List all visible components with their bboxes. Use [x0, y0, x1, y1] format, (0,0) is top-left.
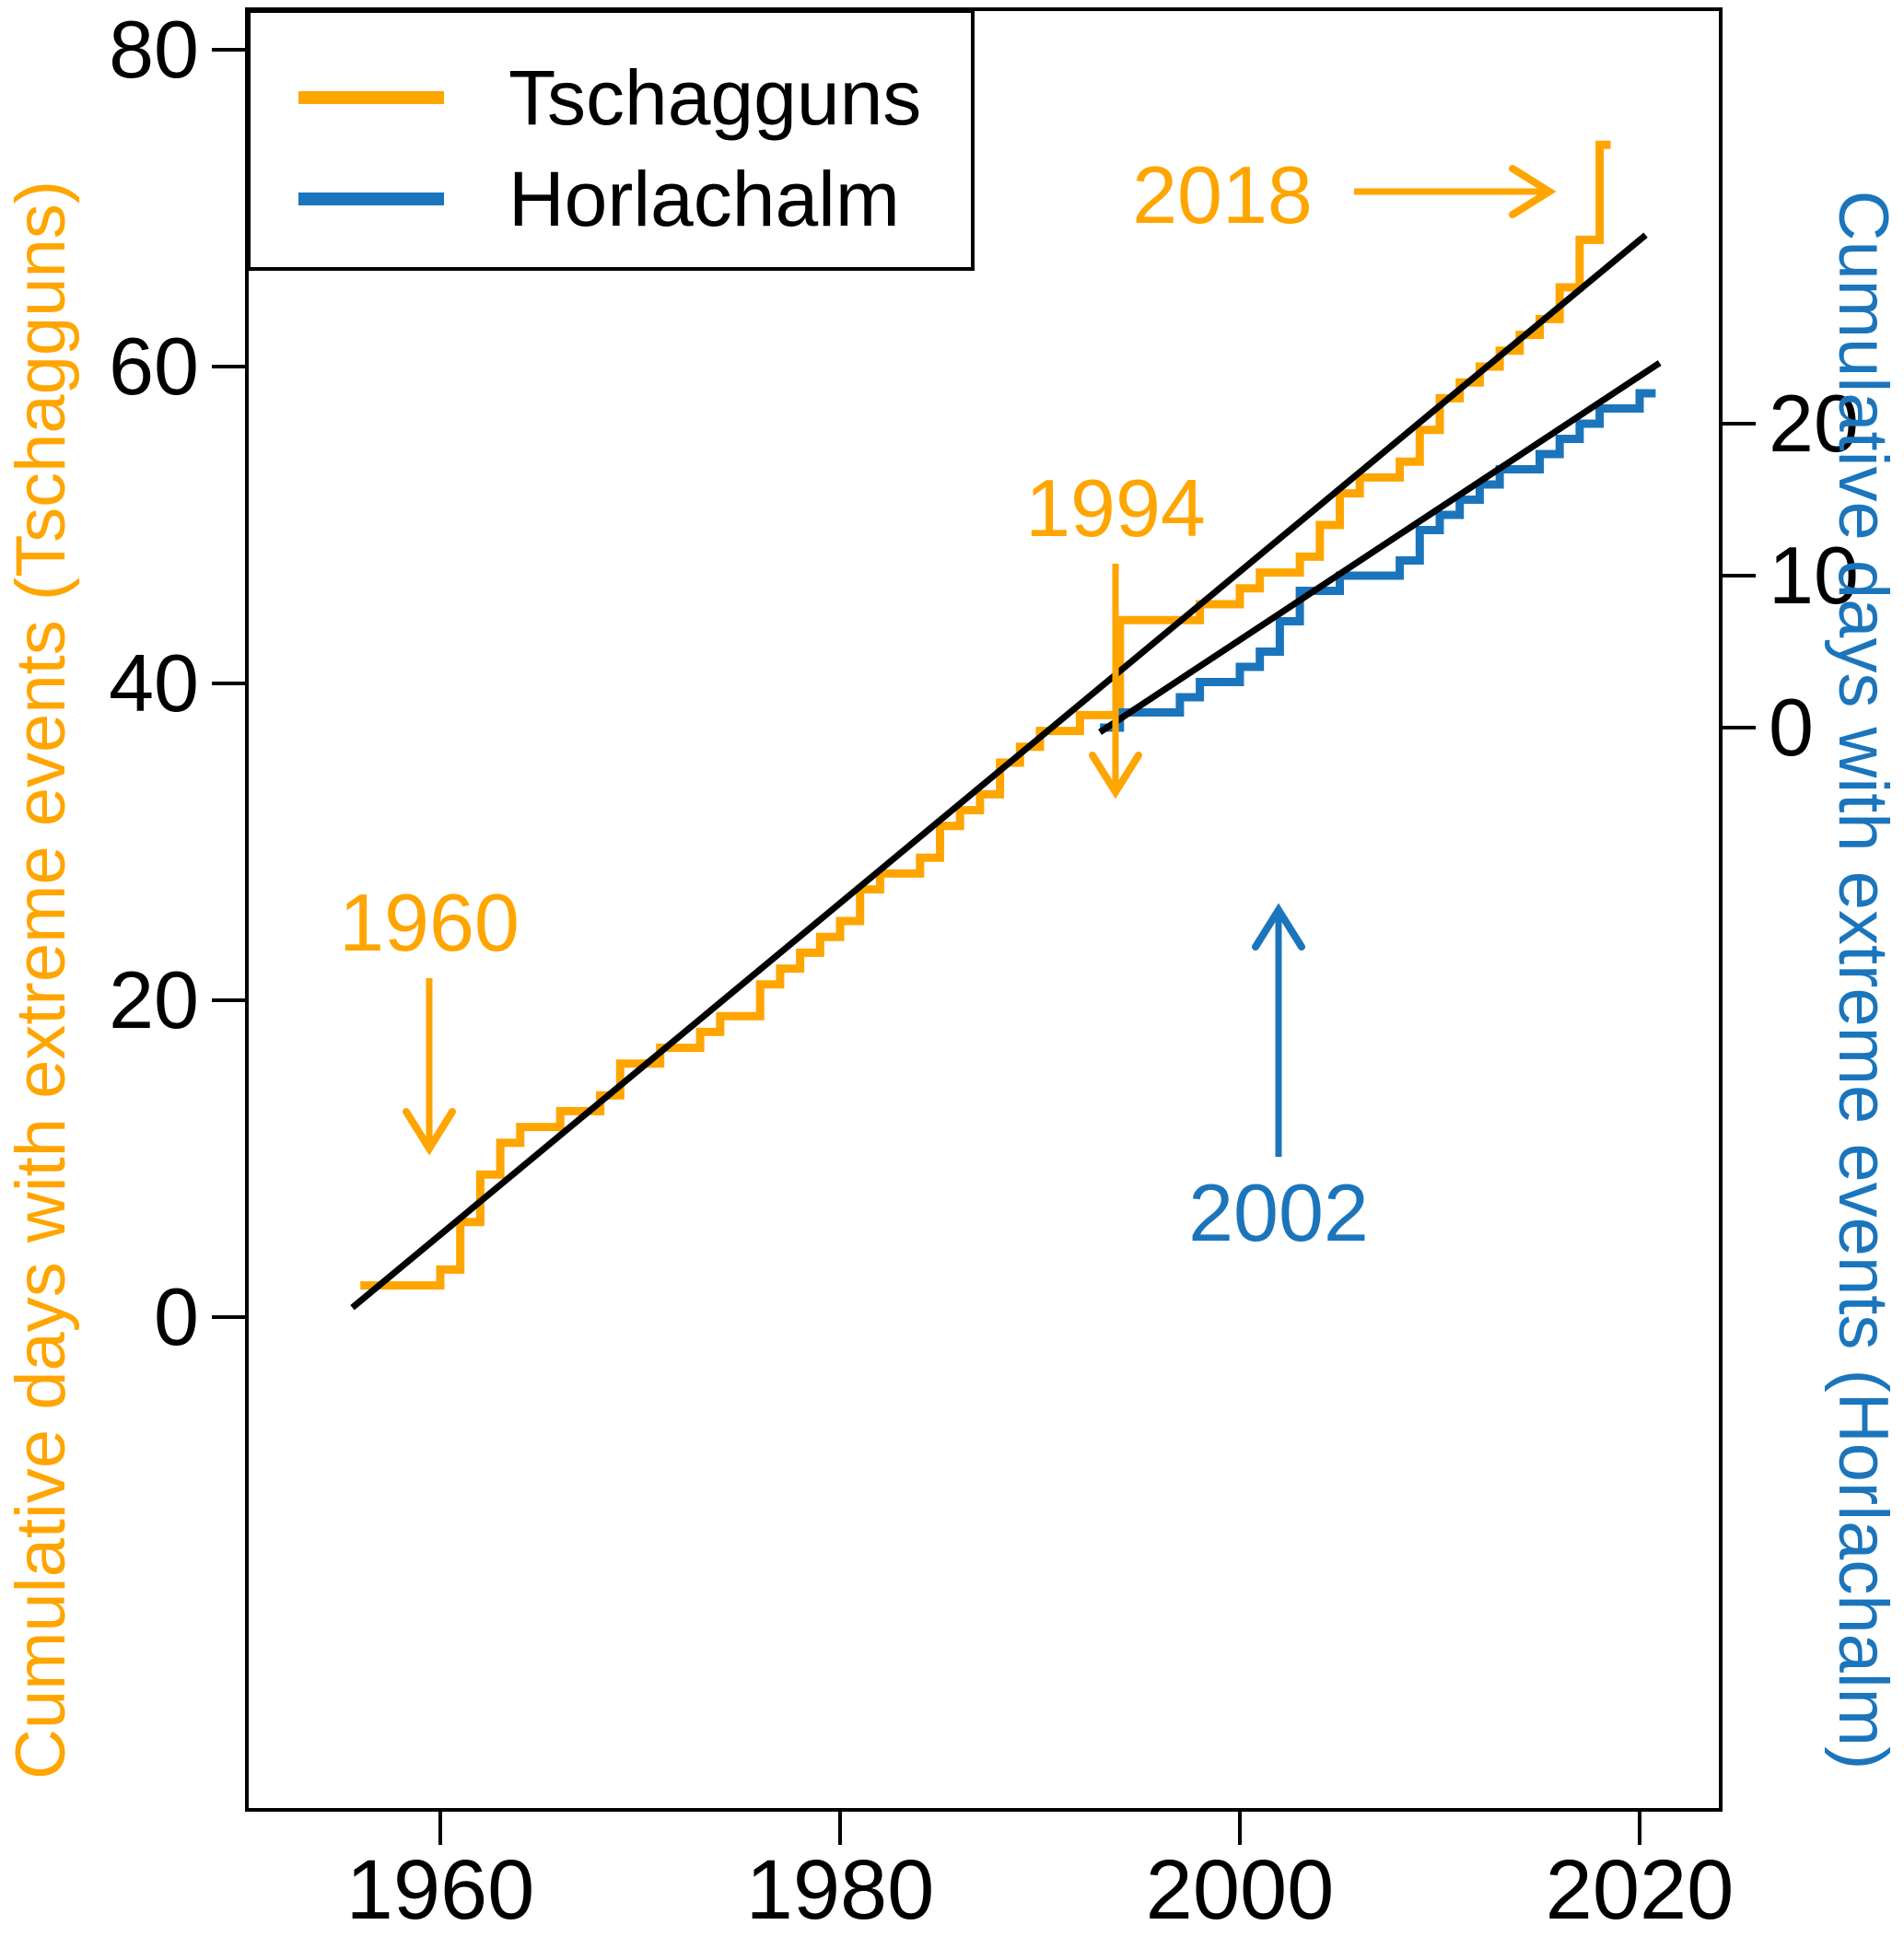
- annotation-label-1994: 1994: [1025, 462, 1206, 554]
- horlachalm-series-line: [1100, 389, 1656, 732]
- legend: Tschagguns Horlachalm: [247, 9, 975, 271]
- y-left-tick-label: 80: [109, 4, 199, 95]
- tschagguns-line-swatch: [298, 91, 444, 104]
- annotation-label-2018: 2018: [1132, 149, 1313, 240]
- legend-item-horlachalm: Horlachalm: [298, 160, 900, 238]
- y-left-tick-label: 40: [109, 637, 199, 729]
- legend-label: Horlachalm: [508, 156, 900, 242]
- annotation-label-2002: 2002: [1188, 1167, 1369, 1258]
- y-left-tick-label: 0: [154, 1271, 199, 1362]
- y-left-tick-label: 20: [109, 954, 199, 1045]
- y-right-tick-label: 10: [1769, 530, 1859, 621]
- y-right-tick-label: 0: [1769, 682, 1814, 773]
- horlachalm-trend-line: [1098, 360, 1662, 735]
- x-tick-label: 2000: [1146, 1843, 1335, 1937]
- y-axis-title-left: Cumulative days with extreme events (Tsc…: [2, 180, 80, 1780]
- tschagguns-trend-line: [350, 232, 1648, 1311]
- plot-frame: [245, 7, 1723, 1812]
- horlachalm-line-swatch: [298, 192, 444, 205]
- x-tick-label: 1980: [746, 1843, 935, 1937]
- x-tick-label: 1960: [346, 1843, 535, 1937]
- y-right-tick-label: 20: [1769, 378, 1859, 469]
- legend-label: Tschagguns: [508, 54, 922, 141]
- legend-item-tschagguns: Tschagguns: [298, 59, 921, 136]
- annotation-label-1960: 1960: [339, 877, 520, 968]
- tschagguns-series-line: [360, 140, 1611, 1290]
- y-axis-title-right: Cumulative days with extreme events (Hor…: [1824, 190, 1902, 1770]
- y-left-tick-label: 60: [109, 321, 199, 412]
- x-tick-label: 2020: [1546, 1843, 1735, 1937]
